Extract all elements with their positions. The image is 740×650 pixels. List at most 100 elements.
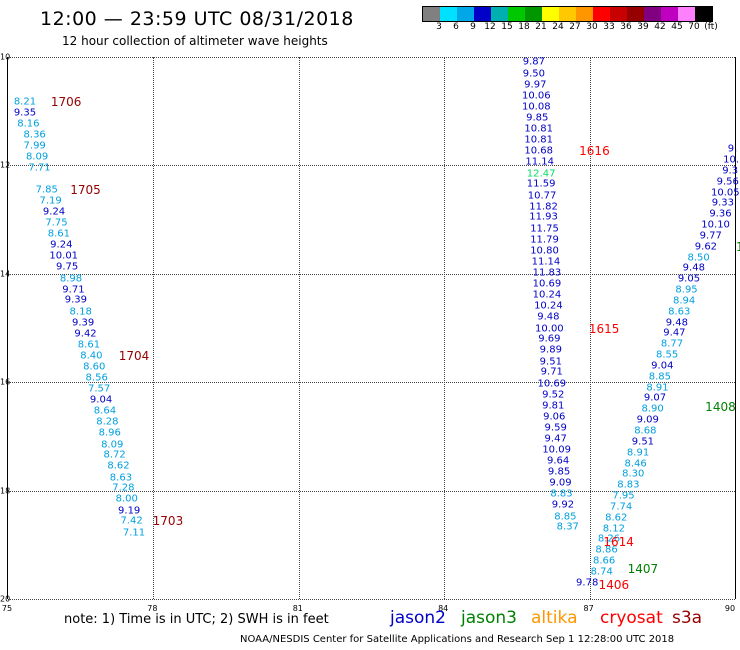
wave-height-value: 9.09	[549, 477, 572, 489]
wave-height-value: 9.81	[542, 400, 565, 412]
wave-height-value: 8.64	[93, 405, 117, 417]
wave-height-value: 10.24	[532, 289, 562, 301]
wave-height-value: 7.19	[39, 195, 62, 207]
wave-height-value: 8.63	[668, 306, 691, 318]
wave-height-value: 9.85	[526, 112, 549, 124]
wave-height-value: 9.07	[643, 392, 667, 404]
pass-time-label: 1703	[152, 514, 184, 529]
wave-height-value: 8.91	[626, 447, 650, 459]
scale-swatch	[576, 7, 593, 21]
scale-label: 3	[436, 22, 442, 32]
wave-height-value: 7.99	[23, 140, 46, 152]
wave-height-value: 7.11	[122, 527, 146, 539]
longitude-tick-label: 78	[147, 604, 158, 613]
wave-height-value: 9.78	[576, 577, 599, 589]
scale-swatch	[440, 7, 457, 21]
wave-height-value: 8.95	[675, 284, 698, 296]
wave-height-value: 11.75	[530, 223, 559, 235]
wave-height-value: 10.80	[530, 245, 559, 257]
grid-line-latitude	[8, 273, 735, 275]
map-plot-area: 8.21 9.35 8.16 8.36 7.99 8.09 7.71 7.85 7.19 9.24…	[7, 56, 740, 600]
legend-altika: altika	[531, 608, 578, 628]
wave-height-value: 9.48	[537, 311, 560, 323]
wave-height-value: 9.04	[651, 360, 674, 372]
scale-swatch	[525, 7, 542, 21]
legend-jason2: jason2	[390, 608, 446, 628]
scale-label: 27	[569, 22, 581, 32]
wave-height-value: 9.42	[74, 328, 97, 340]
page-subtitle: 12 hour collection of altimeter wave hei…	[62, 34, 328, 48]
wave-height-value: 8.85	[648, 371, 672, 383]
wave-height-value: 8.61	[47, 228, 71, 240]
wave-height-value: 9.77	[699, 230, 722, 242]
wave-height-value: 10.81	[524, 134, 554, 146]
legend-jason3: jason3	[461, 608, 517, 628]
scale-swatch	[610, 7, 627, 21]
wave-height-value: 7.75	[45, 217, 68, 229]
wave-height-value: 7.85	[35, 184, 58, 196]
wave-height-value: 9.51	[539, 356, 562, 368]
wave-height-value: 9.50	[522, 68, 545, 80]
wave-height-value: 7.74	[609, 501, 633, 513]
scale-swatch	[678, 7, 695, 21]
wave-height-value: 9.64	[546, 455, 570, 467]
wave-height-value: 7.95	[612, 490, 635, 502]
wave-height-value: 8.91	[646, 382, 669, 394]
wave-height-value: 10.68	[524, 145, 554, 157]
wave-height-value: 9.36	[709, 208, 732, 220]
wave-height-value: 8.98	[59, 273, 83, 285]
wave-height-value: 9.56	[716, 176, 739, 188]
pass-time-label: 1616	[579, 144, 610, 159]
wave-height-value: 9.89	[539, 344, 562, 356]
legend-s3a: s3a	[672, 608, 703, 628]
wave-height-value: 12.47	[526, 168, 556, 180]
wave-height-value: 8.16	[17, 118, 40, 130]
scale-label: 18	[518, 22, 530, 32]
latitude-tick-label: 18	[0, 486, 11, 496]
wave-height-value: 8.96	[98, 427, 121, 439]
wave-height-value: 10.10	[701, 219, 730, 231]
scale-swatch	[559, 7, 576, 21]
longitude-tick-label: 84	[438, 604, 449, 613]
wave-height-value: 8.40	[80, 350, 103, 362]
wave-height-value: 10.69	[537, 378, 567, 390]
wave-height-value: 11.93	[529, 211, 558, 223]
wave-height-value: 9.39	[71, 317, 95, 329]
wave-height-value: 9.48	[665, 317, 688, 329]
wave-height-value: 9.	[727, 143, 738, 155]
pass-time-label: 1704	[118, 348, 150, 363]
scale-label: (ft)	[704, 22, 718, 32]
wave-height-value: 8.61	[77, 339, 101, 351]
wave-height-value: 8.09	[25, 151, 49, 163]
wave-height-value: 9.62	[694, 241, 718, 253]
wave-height-value: 8.12	[602, 523, 625, 535]
pass-time-label: 1407	[627, 562, 659, 577]
wave-height-value: 8.26	[597, 533, 621, 545]
grid-line-longitude	[298, 57, 300, 599]
wave-height-value: 10.05	[710, 187, 740, 198]
longitude-tick-label: 75	[1, 604, 13, 613]
page-title: 12:00 — 23:59 UTC 08/31/2018	[40, 8, 354, 30]
wave-height-value: 10.06	[521, 90, 551, 102]
latitude-tick-label: 14	[0, 269, 11, 279]
wave-height-value: 11.14	[525, 156, 554, 168]
wave-height-value: 8.85	[554, 511, 577, 523]
wave-height-value: 9.71	[540, 366, 563, 378]
pass-time-label: 1408	[705, 399, 736, 414]
wave-height-value: 7.42	[120, 515, 143, 527]
wave-height-value: 9.48	[682, 262, 705, 274]
wave-height-value: 8.77	[660, 338, 684, 350]
wave-height-value: 9.75	[55, 261, 79, 273]
pass-time-label: 1705	[70, 182, 101, 197]
wave-height-value: 11.59	[526, 178, 556, 190]
wave-height-value: 9.87	[522, 56, 545, 68]
wave-height-value: 8.30	[622, 468, 645, 480]
wave-height-value: 8.63	[109, 472, 133, 484]
wave-height-value: 11.14	[531, 256, 561, 268]
wave-height-value: 9.04	[89, 394, 113, 406]
wave-height-value: 8.46	[624, 458, 647, 469]
latitude-tick-label: 16	[0, 377, 11, 387]
pass-time-label: 1	[736, 239, 740, 254]
scale-swatch	[695, 7, 712, 21]
pass-time-label: 1615	[588, 321, 620, 336]
